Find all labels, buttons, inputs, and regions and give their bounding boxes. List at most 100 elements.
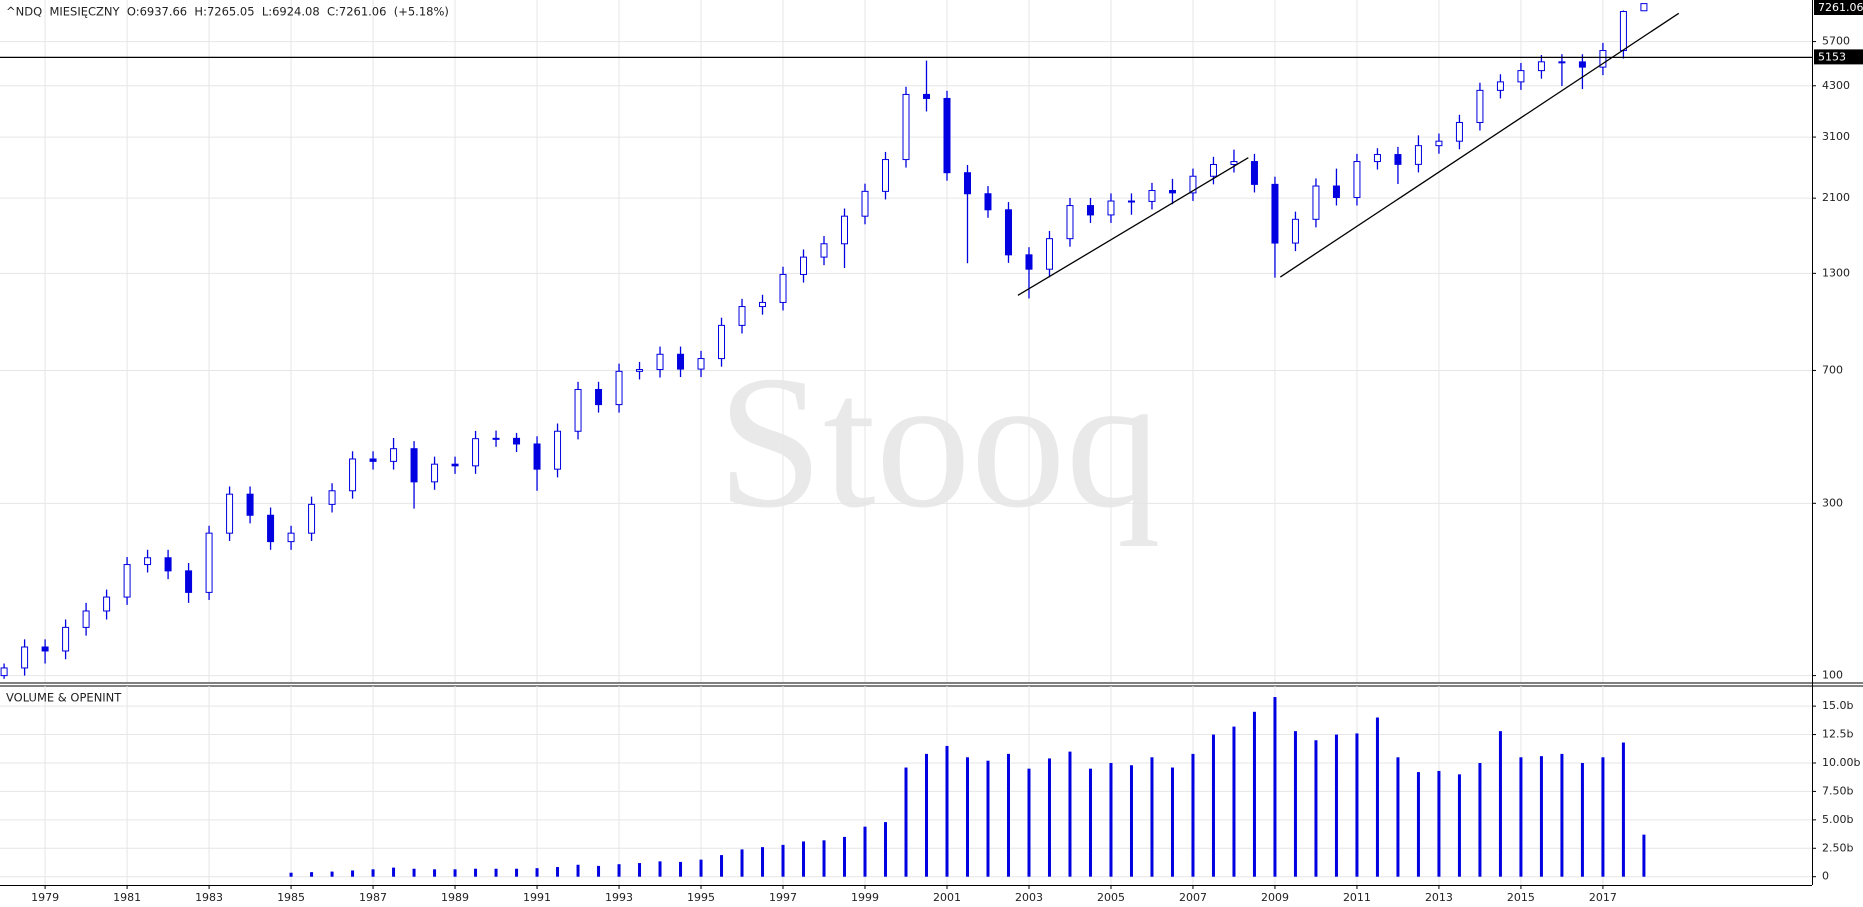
volume-bar	[1560, 753, 1564, 877]
x-tick-label: 2017	[1589, 891, 1617, 904]
volume-bar	[945, 745, 949, 877]
chart-title: ^NDQ MIESIĘCZNY O:6937.66 H:7265.05 L:69…	[6, 5, 449, 19]
candle-body	[308, 503, 316, 534]
volume-bar	[638, 863, 642, 877]
x-tick-label: 2001	[933, 891, 961, 904]
candle-body	[82, 610, 90, 628]
x-tick-label: 1999	[851, 891, 879, 904]
y-tick-label: 300	[1822, 496, 1843, 509]
candle-body	[882, 159, 890, 192]
volume-bar	[1601, 757, 1605, 877]
volume-bar	[1232, 726, 1236, 877]
volume-bar	[1642, 834, 1646, 877]
candle-body	[820, 243, 828, 258]
volume-bar	[1170, 767, 1174, 877]
candle-body	[922, 93, 930, 99]
candle-body	[369, 458, 377, 462]
y-tick-label: 5700	[1822, 35, 1850, 48]
candle-body	[1148, 190, 1156, 202]
watermark: Stooq	[717, 338, 1160, 548]
candle-body	[123, 564, 131, 598]
volume-bar	[1191, 753, 1195, 877]
candle-body	[1168, 190, 1176, 194]
candle-body	[492, 437, 500, 440]
volume-bar	[1621, 742, 1625, 877]
candle-body	[513, 437, 521, 445]
y-tick-label: 10.00b	[1822, 756, 1860, 769]
volume-bar	[453, 869, 457, 877]
volume-bar	[1068, 751, 1072, 877]
candle-body	[1209, 163, 1217, 177]
x-tick-label: 2005	[1097, 891, 1125, 904]
volume-bar	[1314, 740, 1318, 877]
chart-title: VOLUME & OPENINT	[6, 691, 122, 705]
candle-body	[1189, 175, 1197, 194]
candle-body	[21, 646, 29, 669]
candle-body	[472, 438, 480, 467]
volume-bar	[371, 869, 375, 877]
volume-bar	[658, 861, 662, 877]
candle-body	[943, 97, 951, 174]
volume-bar	[392, 867, 396, 877]
volume-bar	[843, 836, 847, 877]
volume-bar	[781, 844, 785, 877]
candle-body	[1230, 161, 1238, 165]
candle-body	[1250, 161, 1258, 185]
candle-body	[62, 626, 70, 652]
candle-body	[1517, 70, 1525, 83]
volume-bar	[1580, 762, 1584, 877]
x-tick-label: 1995	[687, 891, 715, 904]
candle-body	[1373, 154, 1381, 163]
candle-body	[656, 353, 664, 371]
volume-bar	[597, 865, 601, 877]
volume-bar	[761, 847, 765, 877]
volume-bar	[1334, 734, 1338, 877]
volume-bar	[1478, 762, 1482, 877]
candle-body	[902, 93, 910, 161]
candle-body	[1599, 50, 1607, 68]
trendline	[1017, 157, 1249, 296]
candle-body	[1558, 61, 1566, 64]
volume-bar	[1027, 768, 1031, 877]
volume-bar	[884, 822, 888, 877]
y-tick-label: 1300	[1822, 266, 1850, 279]
candle-body	[1496, 81, 1504, 91]
volume-bar	[863, 826, 867, 877]
candle-body	[185, 570, 193, 593]
y-tick-label: 4300	[1822, 79, 1850, 92]
candle-body	[1455, 121, 1463, 142]
candle-body	[1578, 61, 1586, 68]
x-tick-label: 2007	[1179, 891, 1207, 904]
candle-body	[1394, 154, 1402, 165]
candle-body	[205, 532, 213, 593]
candle-body	[1127, 200, 1135, 203]
hline-label: 5153	[1818, 50, 1846, 63]
y-tick-label: 7.50b	[1822, 784, 1853, 797]
volume-bar	[351, 870, 355, 877]
volume-bar	[1129, 765, 1133, 877]
candle-body	[164, 557, 172, 572]
candle-body	[103, 596, 111, 612]
candle-body	[226, 493, 234, 534]
candle-body	[390, 448, 398, 462]
x-tick-label: 2013	[1425, 891, 1453, 904]
candle-body	[841, 215, 849, 245]
volume-bar	[617, 864, 621, 877]
x-tick-label: 1979	[31, 891, 59, 904]
candle-body	[1107, 200, 1115, 216]
candle-body	[0, 667, 8, 677]
volume-bar	[412, 868, 416, 877]
candle-body	[861, 190, 869, 217]
volume-bar	[1211, 734, 1215, 877]
candle-body	[963, 172, 971, 195]
x-tick-label: 1993	[605, 891, 633, 904]
candle-body	[1004, 209, 1012, 256]
candle-body	[677, 353, 685, 370]
y-tick-label: 700	[1822, 363, 1843, 376]
volume-bar	[556, 867, 560, 877]
candle-body	[1066, 205, 1074, 240]
candle-body	[144, 557, 152, 566]
candle-body	[287, 532, 295, 543]
volume-bar	[1375, 717, 1379, 877]
